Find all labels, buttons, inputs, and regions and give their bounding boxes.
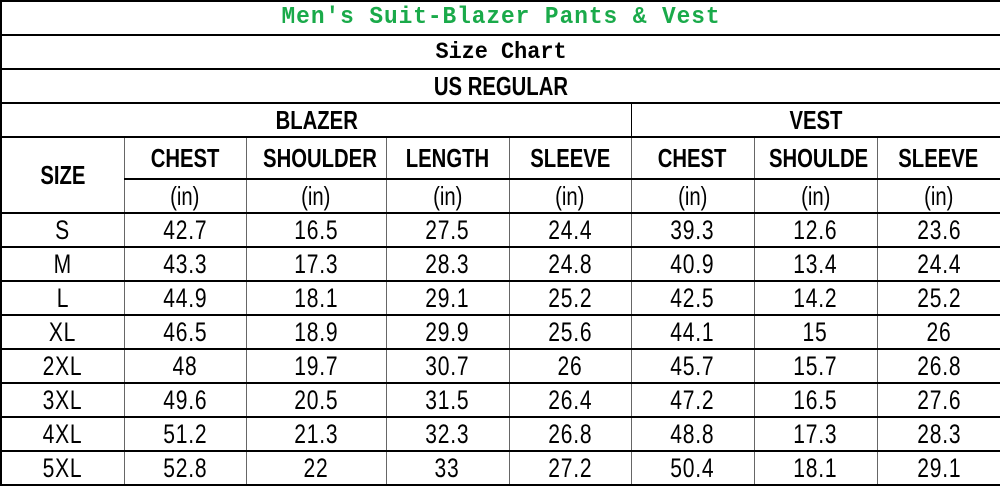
measurement-cell: 17.3 bbox=[245, 246, 387, 282]
table-row: 2XL 48 19.7 30.7 26 45.7 15.7 26.8 bbox=[0, 348, 1000, 384]
unit-label: (in) bbox=[385, 178, 510, 214]
size-cell: 3XL bbox=[0, 382, 125, 418]
measurement-cell: 12.6 bbox=[753, 212, 878, 248]
table-row: M 43.3 17.3 28.3 24.8 40.9 13.4 24.4 bbox=[0, 246, 1000, 282]
table-row: 5XL 52.8 22 33 27.2 50.4 18.1 29.1 bbox=[0, 450, 1000, 486]
size-cell: 2XL bbox=[0, 348, 125, 384]
measurement-cell: 44.9 bbox=[123, 280, 247, 316]
column-header: SHOULDER bbox=[245, 136, 387, 180]
measurement-cell: 24.4 bbox=[508, 212, 632, 248]
measurement-cell: 14.2 bbox=[753, 280, 878, 316]
measurement-cell: 26.4 bbox=[508, 382, 632, 418]
size-cell: M bbox=[0, 246, 125, 282]
blazer-group-header: BLAZER bbox=[0, 102, 632, 138]
measurement-cell: 29.1 bbox=[385, 280, 510, 316]
unit-label: (in) bbox=[123, 178, 247, 214]
measurement-cell: 39.3 bbox=[630, 212, 755, 248]
chart-title: Men's Suit-Blazer Pants & Vest bbox=[0, 0, 1000, 36]
measurement-cell: 18.1 bbox=[245, 280, 387, 316]
table-row: L 44.9 18.1 29.1 25.2 42.5 14.2 25.2 bbox=[0, 280, 1000, 316]
measurement-cell: 22 bbox=[245, 450, 387, 486]
column-header: SLEEVE bbox=[508, 136, 632, 180]
measurement-cell: 16.5 bbox=[753, 382, 878, 418]
table-row: S 42.7 16.5 27.5 24.4 39.3 12.6 23.6 bbox=[0, 212, 1000, 248]
measurement-cell: 19.7 bbox=[245, 348, 387, 384]
measurement-cell: 20.5 bbox=[245, 382, 387, 418]
measurement-cell: 40.9 bbox=[630, 246, 755, 282]
table-row: 4XL 51.2 21.3 32.3 26.8 48.8 17.3 28.3 bbox=[0, 416, 1000, 452]
size-cell: XL bbox=[0, 314, 125, 350]
measurement-cell: 29.9 bbox=[385, 314, 510, 350]
unit-label: (in) bbox=[876, 178, 1000, 214]
column-header: SHOULDE bbox=[753, 136, 878, 180]
measurement-cell: 26 bbox=[876, 314, 1000, 350]
measurement-cell: 26.8 bbox=[876, 348, 1000, 384]
measurement-cell: 21.3 bbox=[245, 416, 387, 452]
unit-label: (in) bbox=[508, 178, 632, 214]
measurement-cell: 50.4 bbox=[630, 450, 755, 486]
size-header: SIZE bbox=[0, 136, 125, 214]
measurement-cell: 18.9 bbox=[245, 314, 387, 350]
column-header: LENGTH bbox=[385, 136, 510, 180]
unit-label: (in) bbox=[245, 178, 387, 214]
measurement-cell: 26.8 bbox=[508, 416, 632, 452]
measurement-cell: 25.2 bbox=[876, 280, 1000, 316]
measurement-cell: 25.6 bbox=[508, 314, 632, 350]
vest-group-header: VEST bbox=[630, 102, 1000, 138]
measurement-cell: 51.2 bbox=[123, 416, 247, 452]
measurement-cell: 47.2 bbox=[630, 382, 755, 418]
size-cell: L bbox=[0, 280, 125, 316]
column-header: SLEEVE bbox=[876, 136, 1000, 180]
measurement-cell: 46.5 bbox=[123, 314, 247, 350]
measurement-cell: 30.7 bbox=[385, 348, 510, 384]
measurement-cell: 23.6 bbox=[876, 212, 1000, 248]
measurement-cell: 42.7 bbox=[123, 212, 247, 248]
column-header: CHEST bbox=[123, 136, 247, 180]
unit-label: (in) bbox=[630, 178, 755, 214]
measurement-cell: 44.1 bbox=[630, 314, 755, 350]
column-header: CHEST bbox=[630, 136, 755, 180]
measurement-cell: 18.1 bbox=[753, 450, 878, 486]
measurement-cell: 24.4 bbox=[876, 246, 1000, 282]
measurement-cell: 31.5 bbox=[385, 382, 510, 418]
measurement-cell: 42.5 bbox=[630, 280, 755, 316]
measurement-cell: 32.3 bbox=[385, 416, 510, 452]
measurement-cell: 29.1 bbox=[876, 450, 1000, 486]
table-row: 3XL 49.6 20.5 31.5 26.4 47.2 16.5 27.6 bbox=[0, 382, 1000, 418]
measurement-cell: 27.6 bbox=[876, 382, 1000, 418]
measurement-cell: 24.8 bbox=[508, 246, 632, 282]
measurement-cell: 27.5 bbox=[385, 212, 510, 248]
region-label: US REGULAR bbox=[0, 68, 1000, 104]
measurement-cell: 49.6 bbox=[123, 382, 247, 418]
measurement-cell: 43.3 bbox=[123, 246, 247, 282]
measurement-cell: 52.8 bbox=[123, 450, 247, 486]
measurement-cell: 26 bbox=[508, 348, 632, 384]
measurement-cell: 48.8 bbox=[630, 416, 755, 452]
unit-label: (in) bbox=[753, 178, 878, 214]
measurement-cell: 48 bbox=[123, 348, 247, 384]
chart-subtitle: Size Chart bbox=[0, 34, 1000, 70]
measurement-cell: 28.3 bbox=[876, 416, 1000, 452]
measurement-cell: 16.5 bbox=[245, 212, 387, 248]
measurement-cell: 17.3 bbox=[753, 416, 878, 452]
measurement-cell: 25.2 bbox=[508, 280, 632, 316]
size-cell: S bbox=[0, 212, 125, 248]
measurement-cell: 33 bbox=[385, 450, 510, 486]
measurement-cell: 15.7 bbox=[753, 348, 878, 384]
measurement-cell: 45.7 bbox=[630, 348, 755, 384]
table-row: XL 46.5 18.9 29.9 25.6 44.1 15 26 bbox=[0, 314, 1000, 350]
size-cell: 5XL bbox=[0, 450, 125, 486]
measurement-cell: 13.4 bbox=[753, 246, 878, 282]
measurement-cell: 27.2 bbox=[508, 450, 632, 486]
size-cell: 4XL bbox=[0, 416, 125, 452]
measurement-cell: 28.3 bbox=[385, 246, 510, 282]
measurement-cell: 15 bbox=[753, 314, 878, 350]
